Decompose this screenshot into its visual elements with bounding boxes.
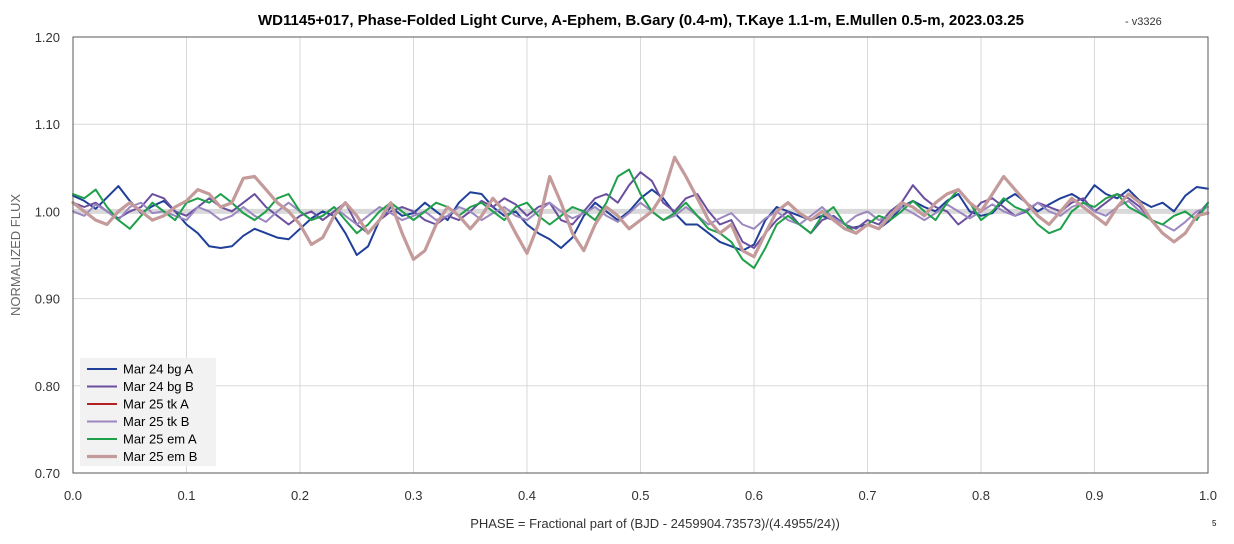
y-axis-label: NORMALIZED FLUX — [8, 194, 23, 316]
x-tick-label: 0.0 — [64, 488, 82, 503]
y-tick-label: 1.00 — [35, 204, 60, 219]
y-tick-label: 1.10 — [35, 117, 60, 132]
plot-frame — [72, 36, 1209, 474]
legend-label: Mar 24 bg B — [123, 379, 194, 394]
x-tick-label: 0.7 — [858, 488, 876, 503]
series-line-3 — [72, 199, 1209, 232]
x-tick-label: 0.3 — [404, 488, 422, 503]
x-tick-label: 0.9 — [1085, 488, 1103, 503]
y-tick-label: 1.20 — [35, 30, 60, 45]
legend: Mar 24 bg A Mar 24 bg B Mar 25 tk A Mar 25 … — [80, 358, 216, 466]
x-tick-label: 1.0 — [1199, 488, 1217, 503]
legend-box — [80, 358, 216, 466]
legend-label: Mar 25 tk B — [123, 414, 189, 429]
x-tick-label: 0.5 — [631, 488, 649, 503]
x-tick-label: 0.2 — [291, 488, 309, 503]
legend-label: Mar 25 em B — [123, 449, 197, 464]
legend-label: Mar 25 tk A — [123, 397, 189, 412]
series-line-4 — [72, 168, 1209, 270]
corner-note: 5 — [1212, 519, 1217, 528]
series-line-5 — [71, 155, 1210, 261]
chart-title: WD1145+017, Phase-Folded Light Curve, A-… — [258, 12, 1024, 29]
x-tick-label: 0.6 — [745, 488, 763, 503]
x-tick-label: 0.1 — [177, 488, 195, 503]
series-line-0 — [72, 184, 1209, 256]
chart-version: - v3326 — [1125, 16, 1162, 28]
legend-label: Mar 24 bg A — [123, 362, 193, 377]
legend-label: Mar 25 em A — [123, 432, 197, 447]
x-tick-label: 0.8 — [972, 488, 990, 503]
x-axis-label: PHASE = Fractional part of (BJD - 245990… — [470, 516, 840, 531]
y-tick-label: 0.70 — [35, 466, 60, 481]
y-tick-label: 0.80 — [35, 379, 60, 394]
x-tick-label: 0.4 — [518, 488, 536, 503]
series-lines — [71, 155, 1210, 270]
y-tick-label: 0.90 — [35, 292, 60, 307]
axis-ticks: 0.0 0.1 0.2 0.3 0.4 0.5 0.6 0.7 0.8 0.9 1.0 0.70 0.8… — [35, 30, 1217, 503]
